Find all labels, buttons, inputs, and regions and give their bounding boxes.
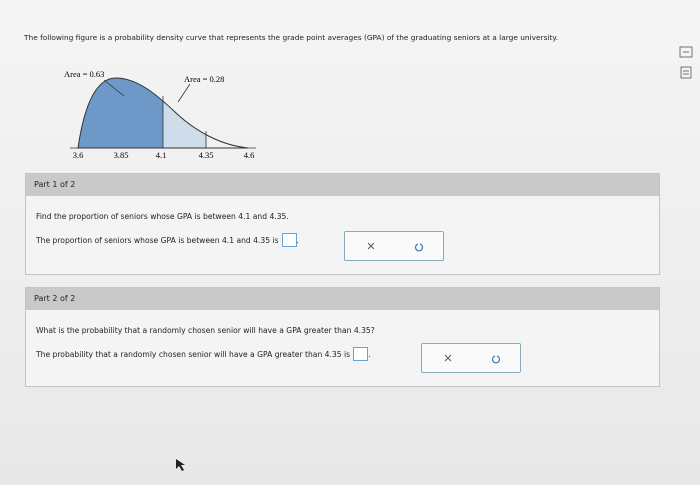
part-panel: Part 1 of 2 Find the proportion of senio… [25,173,660,275]
answer-buttons [421,343,521,373]
question: Find the proportion of seniors whose GPA… [36,212,289,221]
leader-line [103,79,125,97]
area-label: Area = 0.28 [184,74,224,84]
leader-line [177,83,191,103]
cursor [176,459,185,471]
axis-label: 4.1 [156,150,167,160]
answer-box[interactable] [281,233,297,247]
axis-label: 3.85 [114,150,129,160]
area-label: Area = 0.63 [64,69,104,79]
answer-end: . [296,235,299,245]
undo-button[interactable] [491,355,501,364]
answer-prompt: The probability that a randomly chosen s… [36,349,351,359]
question: What is the probability that a randomly … [36,326,375,335]
axis-label: 4.6 [244,150,255,160]
clear-button[interactable] [444,354,452,362]
answer-box[interactable] [353,347,369,361]
side-icons[interactable] [679,46,693,79]
part-title: Part 1 of 2 [26,174,659,196]
part-title: Part 2 of 2 [26,288,659,310]
density-figure: Area = 0.63 Area = 0.28 3.6 3.85 4.1 4.3… [64,46,693,160]
clear-button[interactable] [367,242,375,250]
answer-prompt: The proportion of seniors whose GPA is b… [36,235,279,245]
axis-label: 3.6 [73,150,84,160]
answer-buttons [344,231,444,261]
axis-label: 4.35 [199,150,214,160]
undo-button[interactable] [414,243,424,252]
intro-text: The following figure is a probability de… [24,33,559,42]
answer-row: The probability that a randomly chosen s… [36,347,659,361]
answer-row: The proportion of seniors whose GPA is b… [36,233,659,247]
answer-end: . [368,349,371,359]
part-panel: Part 2 of 2 What is the probability that… [25,287,660,387]
